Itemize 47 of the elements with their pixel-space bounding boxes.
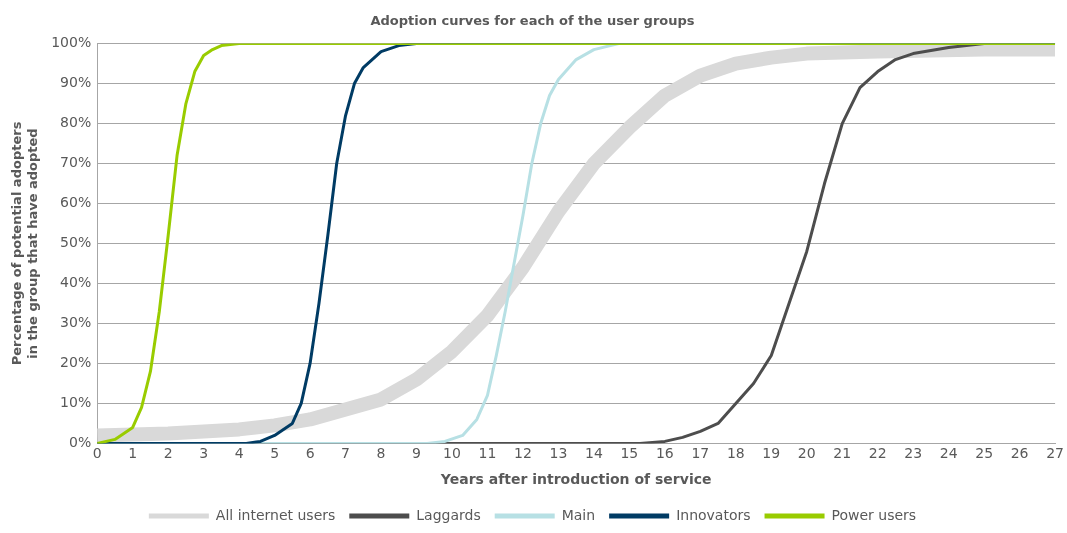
x-tick-label: 24 (939, 445, 958, 462)
chart-title: Adoption curves for each of the user groups (370, 13, 695, 29)
legend-label: Laggards (416, 506, 481, 523)
y-tick-label: 80% (60, 114, 92, 131)
x-tick-label: 15 (620, 445, 639, 462)
y-tick-label: 10% (60, 394, 92, 411)
y-tick-label: 60% (60, 194, 92, 211)
x-tick-label: 17 (691, 445, 710, 462)
y-tick-label: 20% (60, 354, 92, 371)
legend-label: Innovators (676, 506, 751, 523)
x-tick-label: 9 (412, 445, 421, 462)
y-tick-label: 50% (60, 234, 92, 251)
y-tick-label: 30% (60, 314, 92, 331)
x-tick-label: 1 (128, 445, 138, 462)
x-tick-label: 6 (305, 445, 315, 462)
x-tick-label: 3 (199, 445, 209, 462)
legend-label: All internet users (215, 506, 336, 523)
x-tick-label: 11 (478, 445, 497, 462)
x-tick-label: 0 (92, 445, 102, 462)
x-tick-label: 4 (234, 445, 244, 462)
y-tick-label: 40% (60, 274, 92, 291)
y-tick-label: 90% (60, 74, 92, 91)
x-tick-label: 10 (443, 445, 461, 462)
x-tick-label: 21 (833, 445, 852, 462)
y-tick-label: 100% (51, 34, 92, 51)
y-tick-label: 0% (69, 434, 92, 451)
x-tick-label: 27 (1046, 445, 1065, 462)
x-tick-label: 12 (514, 445, 532, 462)
x-tick-label: 25 (975, 445, 994, 462)
x-tick-label: 20 (797, 445, 816, 462)
x-tick-label: 23 (904, 445, 923, 462)
x-tick-label: 7 (341, 445, 351, 462)
x-tick-label: 5 (270, 445, 280, 462)
x-tick-label: 18 (726, 445, 745, 462)
y-axis-title: Percentage of potential adopters in the group that have adopted (9, 121, 40, 366)
x-axis-title: Years after introduction of service (439, 471, 712, 488)
x-tick-label: 8 (376, 445, 386, 462)
x-tick-label: 22 (868, 445, 887, 462)
x-tick-label: 26 (1010, 445, 1029, 462)
legend-label: Main (561, 506, 596, 523)
y-tick-label: 70% (60, 154, 92, 171)
x-tick-label: 14 (584, 445, 603, 462)
x-tick-label: 2 (163, 445, 173, 462)
x-tick-label: 19 (762, 445, 781, 462)
x-tick-label: 16 (655, 445, 674, 462)
x-tick-label: 13 (549, 445, 568, 462)
legend-label: Power users (831, 506, 917, 523)
